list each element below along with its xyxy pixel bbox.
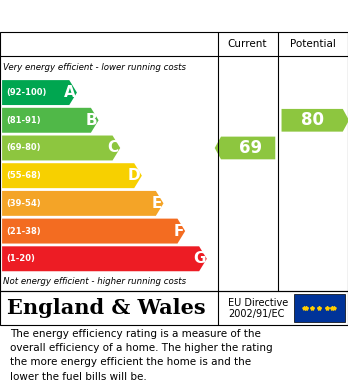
Text: D: D (128, 168, 141, 183)
Text: 69: 69 (239, 139, 262, 157)
Text: B: B (86, 113, 97, 128)
Polygon shape (2, 136, 120, 160)
Polygon shape (2, 246, 207, 271)
Text: Not energy efficient - higher running costs: Not energy efficient - higher running co… (3, 278, 186, 287)
Text: G: G (193, 251, 205, 266)
Text: Current: Current (228, 39, 267, 49)
Text: A: A (64, 85, 76, 100)
Text: (21-38): (21-38) (6, 226, 41, 236)
Text: C: C (108, 140, 119, 156)
Text: The energy efficiency rating is a measure of the
overall efficiency of a home. T: The energy efficiency rating is a measur… (10, 328, 273, 382)
Text: EU Directive: EU Directive (228, 298, 288, 308)
Text: (69-80): (69-80) (6, 143, 41, 152)
Text: Potential: Potential (290, 39, 336, 49)
Text: (55-68): (55-68) (6, 171, 41, 180)
Text: (39-54): (39-54) (6, 199, 41, 208)
Bar (294, 294, 345, 322)
Text: E: E (152, 196, 162, 211)
Text: (92-100): (92-100) (6, 88, 47, 97)
Polygon shape (282, 109, 348, 132)
Polygon shape (2, 219, 185, 244)
Text: Very energy efficient - lower running costs: Very energy efficient - lower running co… (3, 63, 186, 72)
Polygon shape (2, 163, 142, 188)
Text: F: F (173, 224, 184, 239)
Polygon shape (2, 191, 164, 216)
Text: (81-91): (81-91) (6, 116, 41, 125)
Text: 80: 80 (301, 111, 324, 129)
Polygon shape (2, 80, 77, 105)
Polygon shape (2, 108, 98, 133)
Text: Energy Efficiency Rating: Energy Efficiency Rating (60, 7, 288, 25)
Text: (1-20): (1-20) (6, 254, 35, 263)
Polygon shape (215, 136, 275, 160)
Text: England & Wales: England & Wales (7, 298, 206, 318)
Text: 2002/91/EC: 2002/91/EC (228, 309, 284, 319)
